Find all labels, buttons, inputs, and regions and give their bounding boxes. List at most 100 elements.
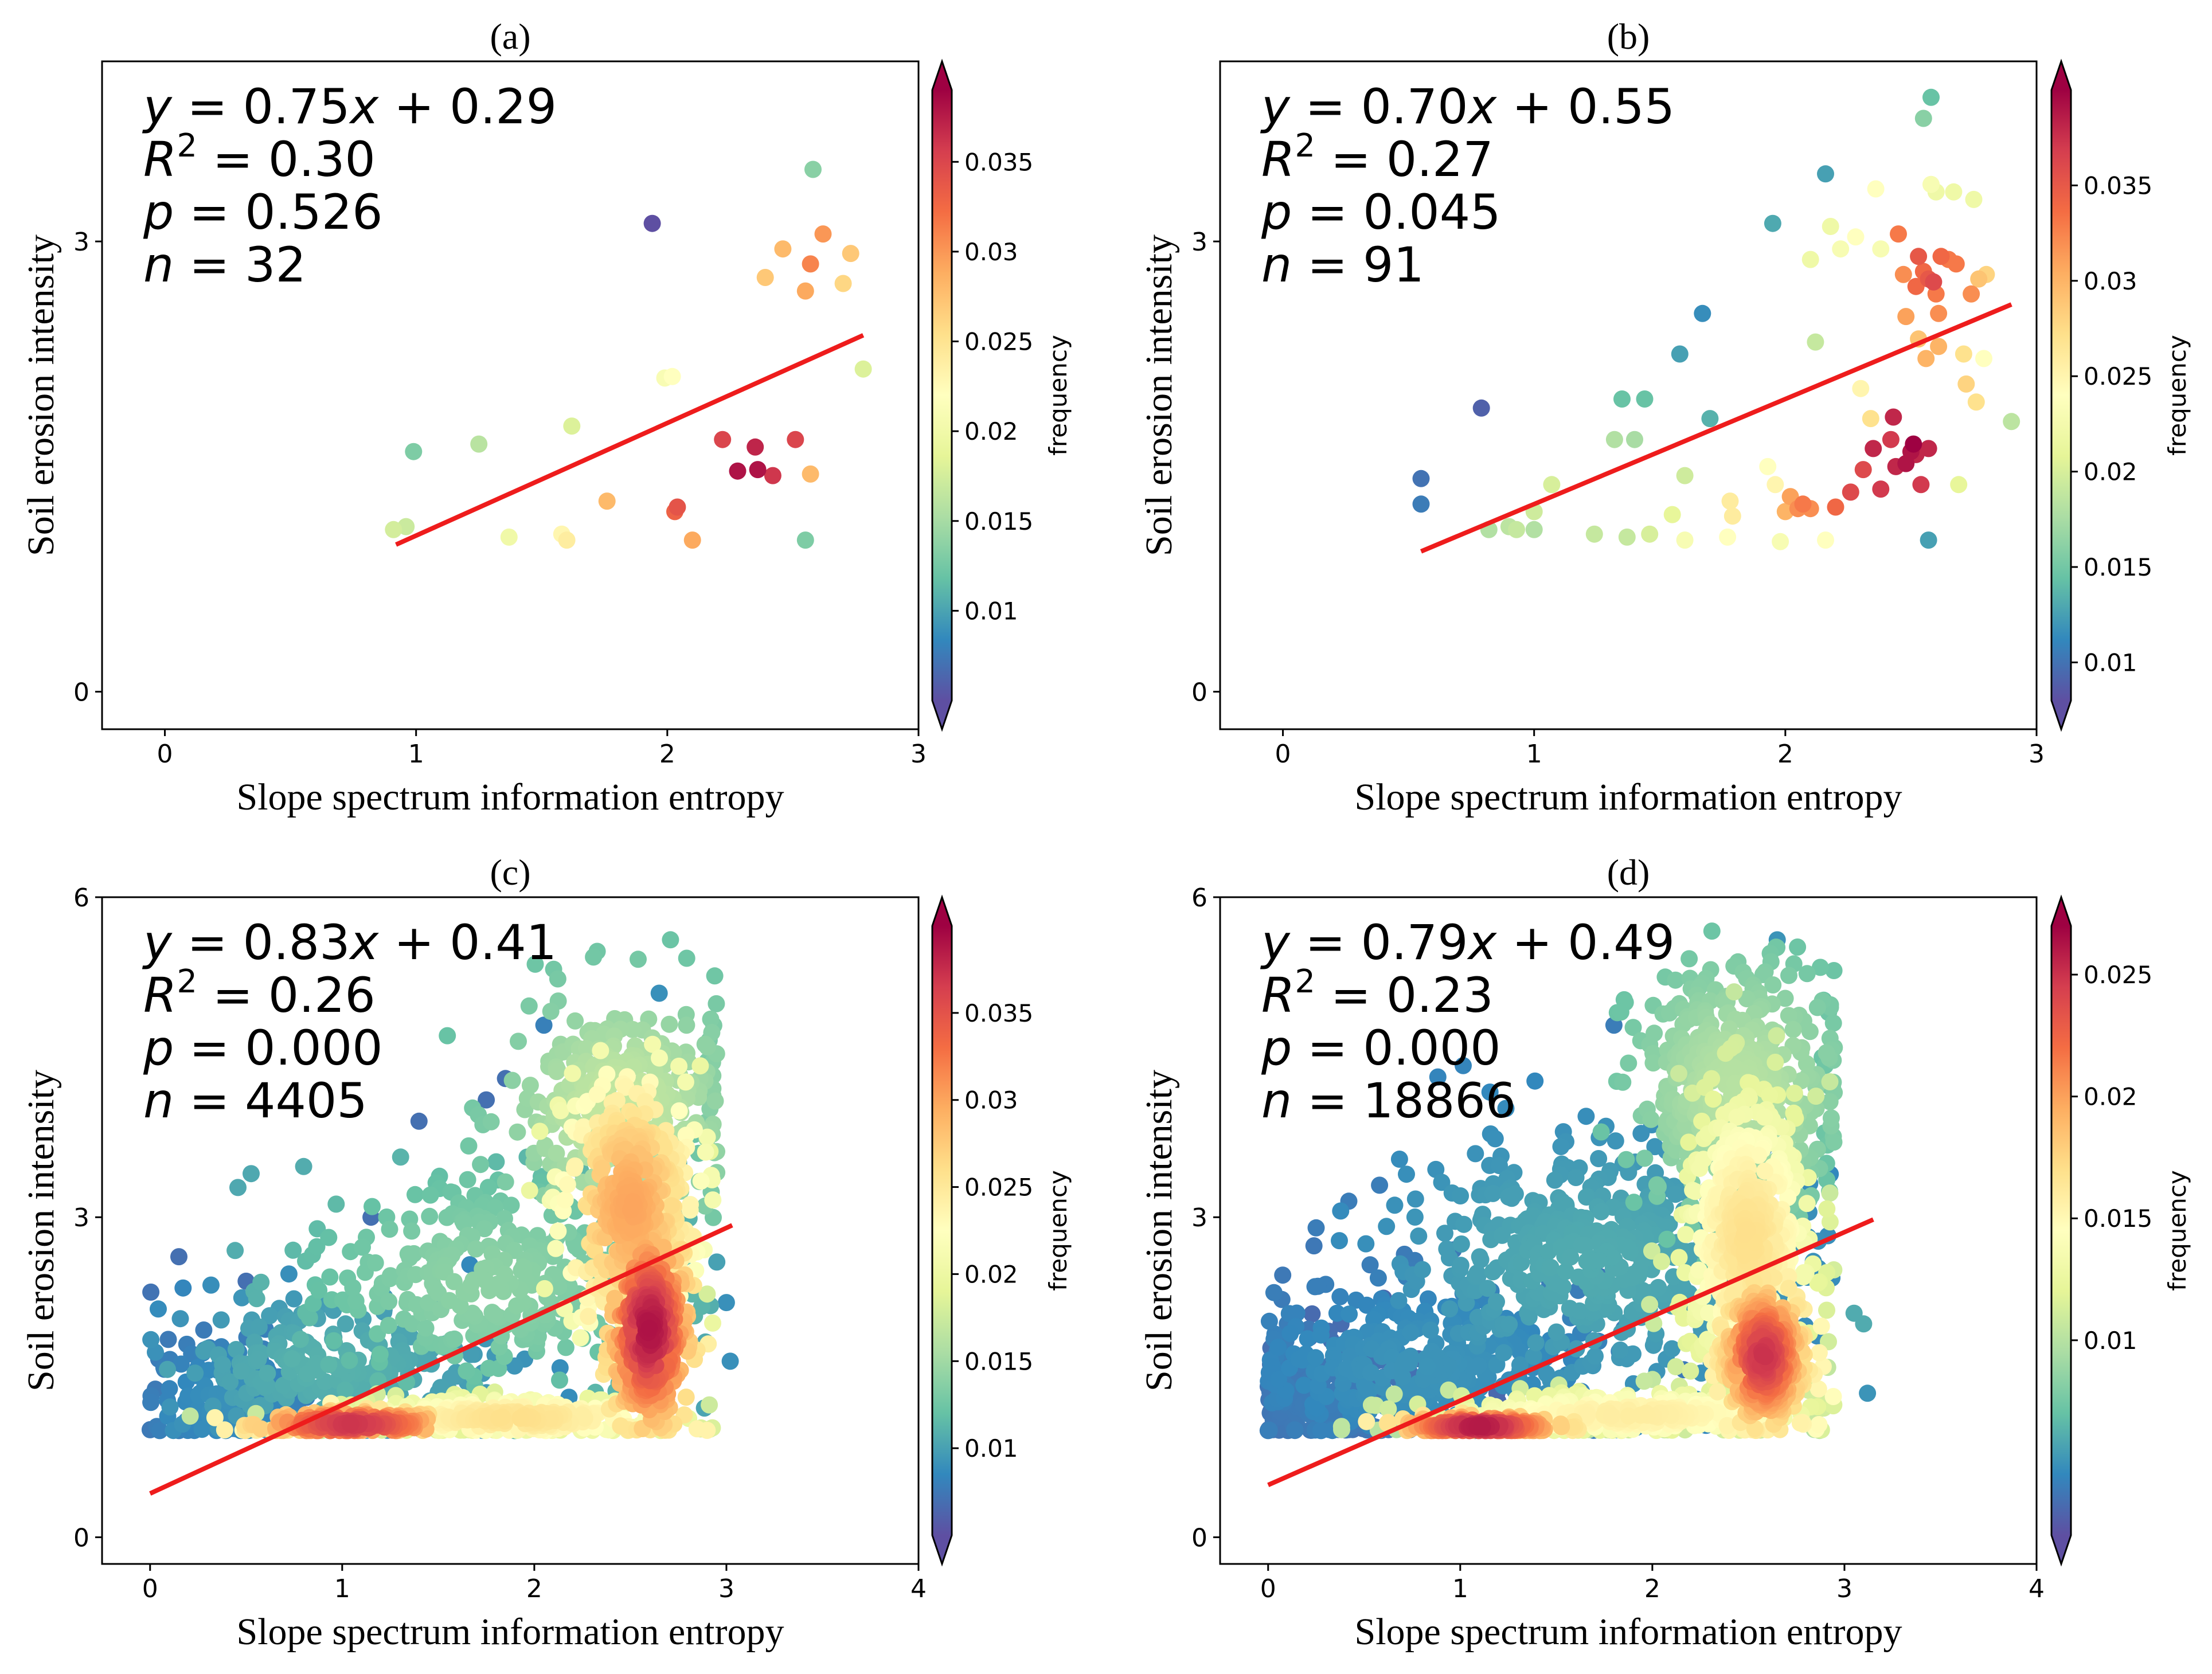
- colorbar-outline: [2050, 58, 2072, 732]
- data-point: [1567, 1169, 1585, 1186]
- data-point: [1818, 1200, 1836, 1218]
- data-point: [1467, 1145, 1484, 1163]
- data-point: [1812, 1317, 1830, 1335]
- data-point: [1303, 1305, 1321, 1323]
- data-point: [564, 1065, 581, 1082]
- data-point: [854, 360, 872, 378]
- data-point: [1455, 1215, 1473, 1233]
- data-point: [1705, 1090, 1722, 1108]
- data-point: [1798, 1195, 1816, 1213]
- data-point: [1511, 1356, 1529, 1374]
- data-point: [161, 1380, 178, 1398]
- colorbar-outline: [931, 894, 953, 1567]
- data-point: [472, 1156, 490, 1174]
- data-point: [1894, 265, 1912, 283]
- data-point: [1872, 240, 1890, 258]
- data-point: [1390, 1151, 1408, 1168]
- data-point: [347, 1292, 365, 1310]
- data-point: [1676, 531, 1694, 549]
- data-point: [661, 1015, 678, 1033]
- data-point: [381, 1221, 398, 1238]
- data-point: [1546, 1171, 1564, 1189]
- data-point: [1452, 1257, 1470, 1274]
- data-point: [1810, 1380, 1827, 1398]
- data-point: [1547, 1323, 1565, 1341]
- data-point: [708, 995, 725, 1012]
- data-point: [542, 1003, 560, 1020]
- colorbar-tick-label: 0.035: [964, 148, 1033, 176]
- data-point: [566, 1157, 584, 1175]
- data-point: [1648, 1176, 1666, 1194]
- colorbar-tick-label: 0.02: [2084, 458, 2137, 486]
- axes-frame: [1219, 60, 2038, 730]
- data-point: [438, 1208, 456, 1226]
- data-point: [327, 1195, 345, 1213]
- data-point: [1441, 1300, 1459, 1318]
- data-point: [558, 1176, 576, 1194]
- data-point: [756, 269, 774, 286]
- data-point: [572, 1329, 589, 1347]
- x-tick-label: 1: [1526, 740, 1542, 769]
- data-point: [1371, 1176, 1389, 1194]
- data-point: [1824, 1388, 1842, 1405]
- data-point: [1632, 1406, 1650, 1424]
- data-point: [1822, 218, 1839, 235]
- data-point: [1433, 1174, 1451, 1191]
- data-point: [1738, 1221, 1756, 1239]
- data-point: [1584, 1251, 1601, 1269]
- data-point: [1890, 225, 1907, 243]
- data-point: [1331, 1288, 1349, 1305]
- data-point: [1907, 277, 1925, 295]
- data-point: [142, 1283, 160, 1301]
- data-point: [701, 1396, 718, 1414]
- data-point: [1406, 1190, 1424, 1208]
- x-axis-label: Slope spectrum information entropy: [237, 1611, 784, 1653]
- data-point: [1709, 1383, 1726, 1401]
- data-point: [548, 1063, 565, 1081]
- data-point: [1811, 959, 1829, 976]
- data-point: [1260, 1421, 1278, 1439]
- data-point: [1917, 350, 1935, 367]
- data-point: [1614, 1073, 1632, 1091]
- data-point: [403, 1222, 421, 1240]
- data-point: [842, 245, 859, 263]
- data-point: [1975, 350, 1992, 367]
- data-point: [1617, 1151, 1635, 1168]
- data-point: [1644, 1054, 1662, 1072]
- data-point: [1479, 1280, 1496, 1297]
- data-point: [1808, 999, 1826, 1016]
- data-point: [1455, 1057, 1472, 1074]
- y-tick-label: 0: [73, 1523, 89, 1552]
- data-point: [172, 1355, 190, 1373]
- data-point: [1821, 1184, 1839, 1202]
- data-point: [467, 1240, 484, 1258]
- data-point: [1592, 1123, 1610, 1141]
- data-point: [1810, 1344, 1828, 1362]
- data-point: [1265, 1284, 1283, 1301]
- data-point: [588, 1085, 606, 1103]
- colorbar-tick-label: 0.01: [964, 597, 1018, 625]
- colorbar-tick-label: 0.03: [2084, 267, 2137, 295]
- data-point: [1717, 1045, 1734, 1062]
- stat-equation: y = 0.75x + 0.29: [142, 79, 557, 135]
- colorbar-tick-label: 0.01: [964, 1434, 1018, 1462]
- data-point: [704, 1191, 722, 1209]
- data-point: [1358, 1413, 1375, 1430]
- stat-equation: y = 0.70x + 0.55: [1260, 79, 1675, 135]
- data-point: [606, 1289, 623, 1307]
- data-point: [1635, 1372, 1653, 1390]
- data-point: [549, 1222, 567, 1240]
- data-point: [159, 1360, 177, 1378]
- data-point: [1511, 1343, 1529, 1360]
- data-point: [480, 1359, 498, 1377]
- x-tick-label: 1: [334, 1574, 350, 1603]
- data-point: [292, 1331, 309, 1348]
- data-point: [1914, 109, 1932, 127]
- data-point: [612, 1417, 630, 1435]
- data-point: [421, 1207, 439, 1225]
- data-point: [151, 1422, 169, 1440]
- data-point: [1542, 1258, 1560, 1276]
